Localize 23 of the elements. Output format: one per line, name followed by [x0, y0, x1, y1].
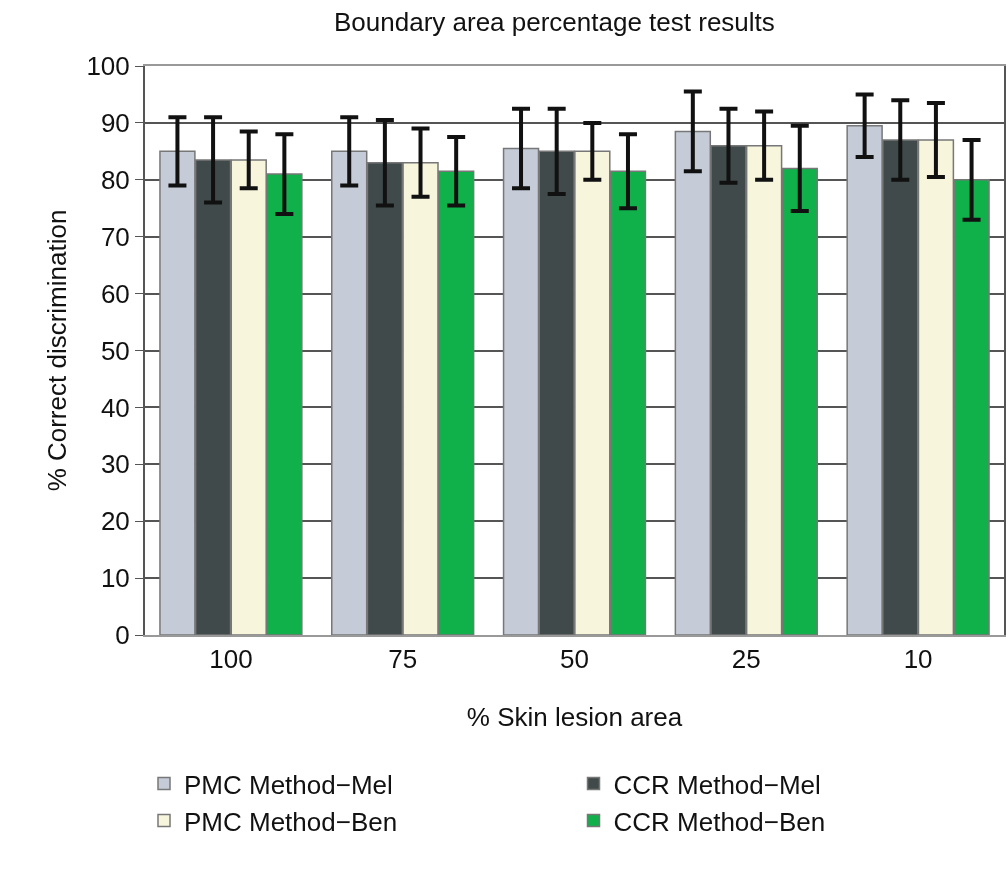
x-tick-label: 75 [388, 644, 418, 675]
y-tick-label: 70 [100, 221, 130, 252]
legend-label: CCR Method−Ben [613, 806, 826, 837]
x-tick-label: 10 [903, 644, 933, 675]
y-tick-label: 90 [100, 108, 130, 138]
y-tick-label: 20 [100, 506, 130, 537]
y-tick-label: 0 [115, 620, 130, 651]
x-tick-label: 100 [209, 644, 253, 675]
x-axis-title: % Skin lesion area [466, 702, 683, 733]
y-tick-label: 60 [100, 278, 130, 309]
y-tick-label: 100 [86, 51, 130, 82]
y-tick-label: 80 [100, 164, 130, 195]
x-tick-label: 50 [560, 644, 589, 675]
chart-title: Boundary area percentage test results [333, 7, 775, 38]
y-axis-title: % Correct discrimination [42, 209, 73, 492]
legend-label: CCR Method−Mel [613, 769, 821, 800]
y-tick-label: 30 [100, 449, 130, 480]
y-tick-label: 10 [100, 563, 130, 594]
legend-label: PMC Method−Mel [184, 769, 393, 800]
legend-label: PMC Method−Ben [184, 806, 398, 837]
y-tick-label: 50 [100, 335, 130, 366]
y-tick-label: 40 [100, 392, 130, 423]
x-tick-label: 25 [731, 644, 761, 675]
